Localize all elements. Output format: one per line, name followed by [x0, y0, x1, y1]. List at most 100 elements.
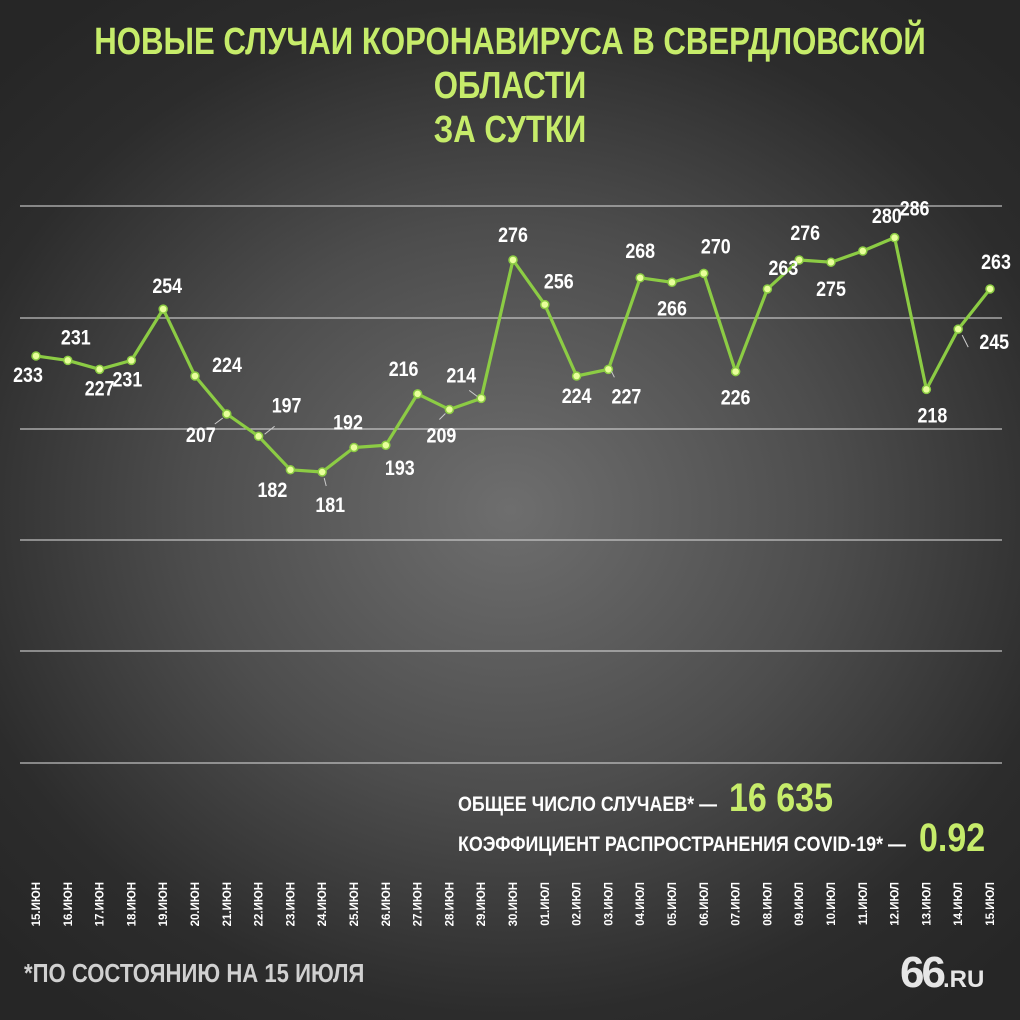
footnote: *ПО СОСТОЯНИЮ НА 15 ИЮЛЯ	[24, 958, 365, 988]
data-label-12.ИЮЛ: 286	[900, 197, 930, 221]
data-labels: 2332312272312542242071971821811921932162…	[13, 197, 1011, 517]
chart-title: НОВЫЕ СЛУЧАИ КОРОНАВИРУСА В СВЕРДЛОВСКОЙ…	[92, 20, 928, 152]
data-point-17.ИЮН	[94, 364, 105, 375]
total-cases-value: 16 635	[729, 776, 834, 820]
data-point-20.ИЮН	[190, 371, 200, 381]
x-tick-11.ИЮЛ: 11.ИЮЛ	[858, 882, 870, 925]
x-tick-02.ИЮЛ: 02.ИЮЛ	[572, 882, 584, 926]
label-leader-03.ИЮЛ	[610, 371, 615, 378]
spread-coefficient-value: 0.92	[919, 816, 986, 860]
x-tick-29.ИЮН: 29.ИЮН	[476, 882, 488, 926]
data-label-26.ИЮН: 193	[385, 457, 415, 481]
cases-line	[35, 236, 992, 474]
data-point-23.ИЮН	[285, 465, 296, 475]
spread-coefficient-row: КОЭФФИЦИЕНТ РАСПРОСТРАНЕНИЯ COVID-19* — …	[458, 816, 997, 861]
x-tick-17.ИЮН: 17.ИЮН	[95, 882, 107, 926]
data-point-07.ИЮЛ	[730, 366, 741, 377]
x-tick-01.ИЮЛ: 01.ИЮЛ	[540, 882, 552, 926]
data-point-25.ИЮН	[349, 442, 359, 453]
data-label-19.ИЮН: 254	[152, 275, 182, 299]
data-label-27.ИЮН: 216	[389, 358, 419, 382]
data-label-16.ИЮН: 231	[61, 326, 91, 350]
x-tick-03.ИЮЛ: 03.ИЮЛ	[603, 882, 615, 926]
data-point-15.ИЮЛ	[985, 284, 995, 294]
label-leader-29.ИЮН	[468, 389, 478, 397]
logo-66ru: 66.RU	[900, 948, 984, 998]
data-label-20.ИЮН: 224	[212, 354, 242, 378]
data-label-04.ИЮЛ: 268	[625, 240, 655, 264]
data-point-08.ИЮЛ	[762, 284, 773, 294]
data-label-13.ИЮЛ: 218	[918, 404, 948, 428]
x-tick-15.ИЮН: 15.ИЮН	[31, 882, 43, 926]
x-tick-15.ИЮЛ: 15.ИЮЛ	[985, 882, 997, 926]
data-label-21.ИЮН: 207	[186, 424, 216, 448]
data-label-23.ИЮН: 182	[258, 478, 288, 502]
data-point-09.ИЮЛ	[794, 255, 804, 265]
data-label-09.ИЮЛ: 276	[790, 222, 820, 246]
logo-main: 66	[900, 948, 946, 997]
data-point-12.ИЮЛ	[889, 232, 900, 243]
total-cases-label: ОБЩЕЕ ЧИСЛО СЛУЧАЕВ* —	[458, 793, 717, 816]
x-tick-09.ИЮЛ: 09.ИЮЛ	[794, 882, 806, 926]
data-point-26.ИЮН	[381, 440, 391, 450]
x-tick-24.ИЮН: 24.ИЮН	[317, 882, 329, 926]
x-tick-10.ИЮЛ: 10.ИЮЛ	[826, 882, 838, 926]
data-point-24.ИЮН	[317, 467, 327, 477]
data-point-29.ИЮН	[476, 393, 486, 404]
data-points	[31, 232, 995, 477]
chart-title-line2: ЗА СУТКИ	[433, 109, 587, 151]
data-point-13.ИЮЛ	[921, 384, 932, 395]
x-tick-19.ИЮН: 19.ИЮН	[158, 882, 170, 926]
data-point-16.ИЮН	[63, 355, 73, 366]
x-tick-04.ИЮЛ: 04.ИЮЛ	[635, 882, 647, 926]
spread-coefficient-label: КОЭФФИЦИЕНТ РАСПРОСТРАНЕНИЯ COVID-19* —	[458, 833, 906, 856]
logo-suffix: .RU	[942, 966, 985, 993]
data-point-05.ИЮЛ	[667, 277, 677, 288]
label-leader-24.ИЮН	[323, 477, 327, 487]
data-point-18.ИЮН	[126, 355, 137, 366]
x-tick-30.ИЮН: 30.ИЮН	[508, 882, 520, 926]
data-point-14.ИЮЛ	[953, 324, 963, 334]
data-label-28.ИЮН: 209	[427, 424, 457, 448]
data-point-03.ИЮЛ	[603, 364, 614, 375]
data-label-24.ИЮН: 181	[315, 494, 345, 518]
x-tick-07.ИЮЛ: 07.ИЮЛ	[731, 882, 743, 926]
data-label-07.ИЮЛ: 226	[721, 386, 751, 410]
x-tick-28.ИЮН: 28.ИЮН	[444, 882, 456, 926]
data-label-15.ИЮН: 233	[13, 364, 43, 388]
chart-title-line1: НОВЫЕ СЛУЧАИ КОРОНАВИРУСА В СВЕРДЛОВСКОЙ…	[94, 21, 926, 107]
data-label-01.ИЮЛ: 256	[544, 270, 574, 294]
label-leader-14.ИЮЛ	[961, 334, 969, 348]
data-label-02.ИЮЛ: 224	[562, 385, 592, 409]
x-tick-26.ИЮН: 26.ИЮН	[381, 882, 393, 926]
data-label-17.ИЮН: 227	[85, 377, 115, 401]
data-point-04.ИЮЛ	[635, 273, 645, 283]
x-tick-08.ИЮЛ: 08.ИЮЛ	[762, 882, 774, 926]
data-point-11.ИЮЛ	[858, 246, 868, 256]
x-tick-18.ИЮН: 18.ИЮН	[126, 882, 138, 926]
data-point-28.ИЮН	[444, 404, 455, 415]
data-point-01.ИЮЛ	[540, 299, 550, 310]
x-tick-25.ИЮН: 25.ИЮН	[349, 882, 361, 926]
x-tick-12.ИЮЛ: 12.ИЮЛ	[890, 882, 902, 926]
data-label-22.ИЮН: 197	[272, 394, 302, 418]
label-leader-21.ИЮН	[214, 417, 224, 425]
data-point-22.ИЮН	[253, 431, 264, 442]
x-tick-05.ИЮЛ: 05.ИЮЛ	[667, 882, 679, 926]
data-point-15.ИЮН	[31, 351, 41, 361]
x-tick-23.ИЮН: 23.ИЮН	[285, 882, 297, 926]
x-tick-13.ИЮЛ: 13.ИЮЛ	[921, 882, 933, 926]
label-leader-22.ИЮН	[264, 425, 275, 435]
x-axis-ticks: 15.ИЮН 16.ИЮН 17.ИЮН 18.ИЮН 19.ИЮН 20.ИЮН 21.И…	[31, 882, 997, 926]
x-tick-20.ИЮН: 20.ИЮН	[190, 882, 202, 926]
data-point-02.ИЮЛ	[571, 371, 582, 381]
series-line	[35, 236, 992, 474]
label-leader-28.ИЮН	[439, 413, 446, 420]
x-tick-27.ИЮН: 27.ИЮН	[413, 882, 425, 926]
data-label-18.ИЮН: 231	[113, 368, 143, 392]
data-label-11.ИЮЛ: 280	[872, 205, 902, 229]
x-tick-14.ИЮЛ: 14.ИЮЛ	[953, 882, 965, 926]
data-point-21.ИЮН	[222, 409, 232, 419]
x-tick-21.ИЮН: 21.ИЮН	[222, 882, 234, 926]
